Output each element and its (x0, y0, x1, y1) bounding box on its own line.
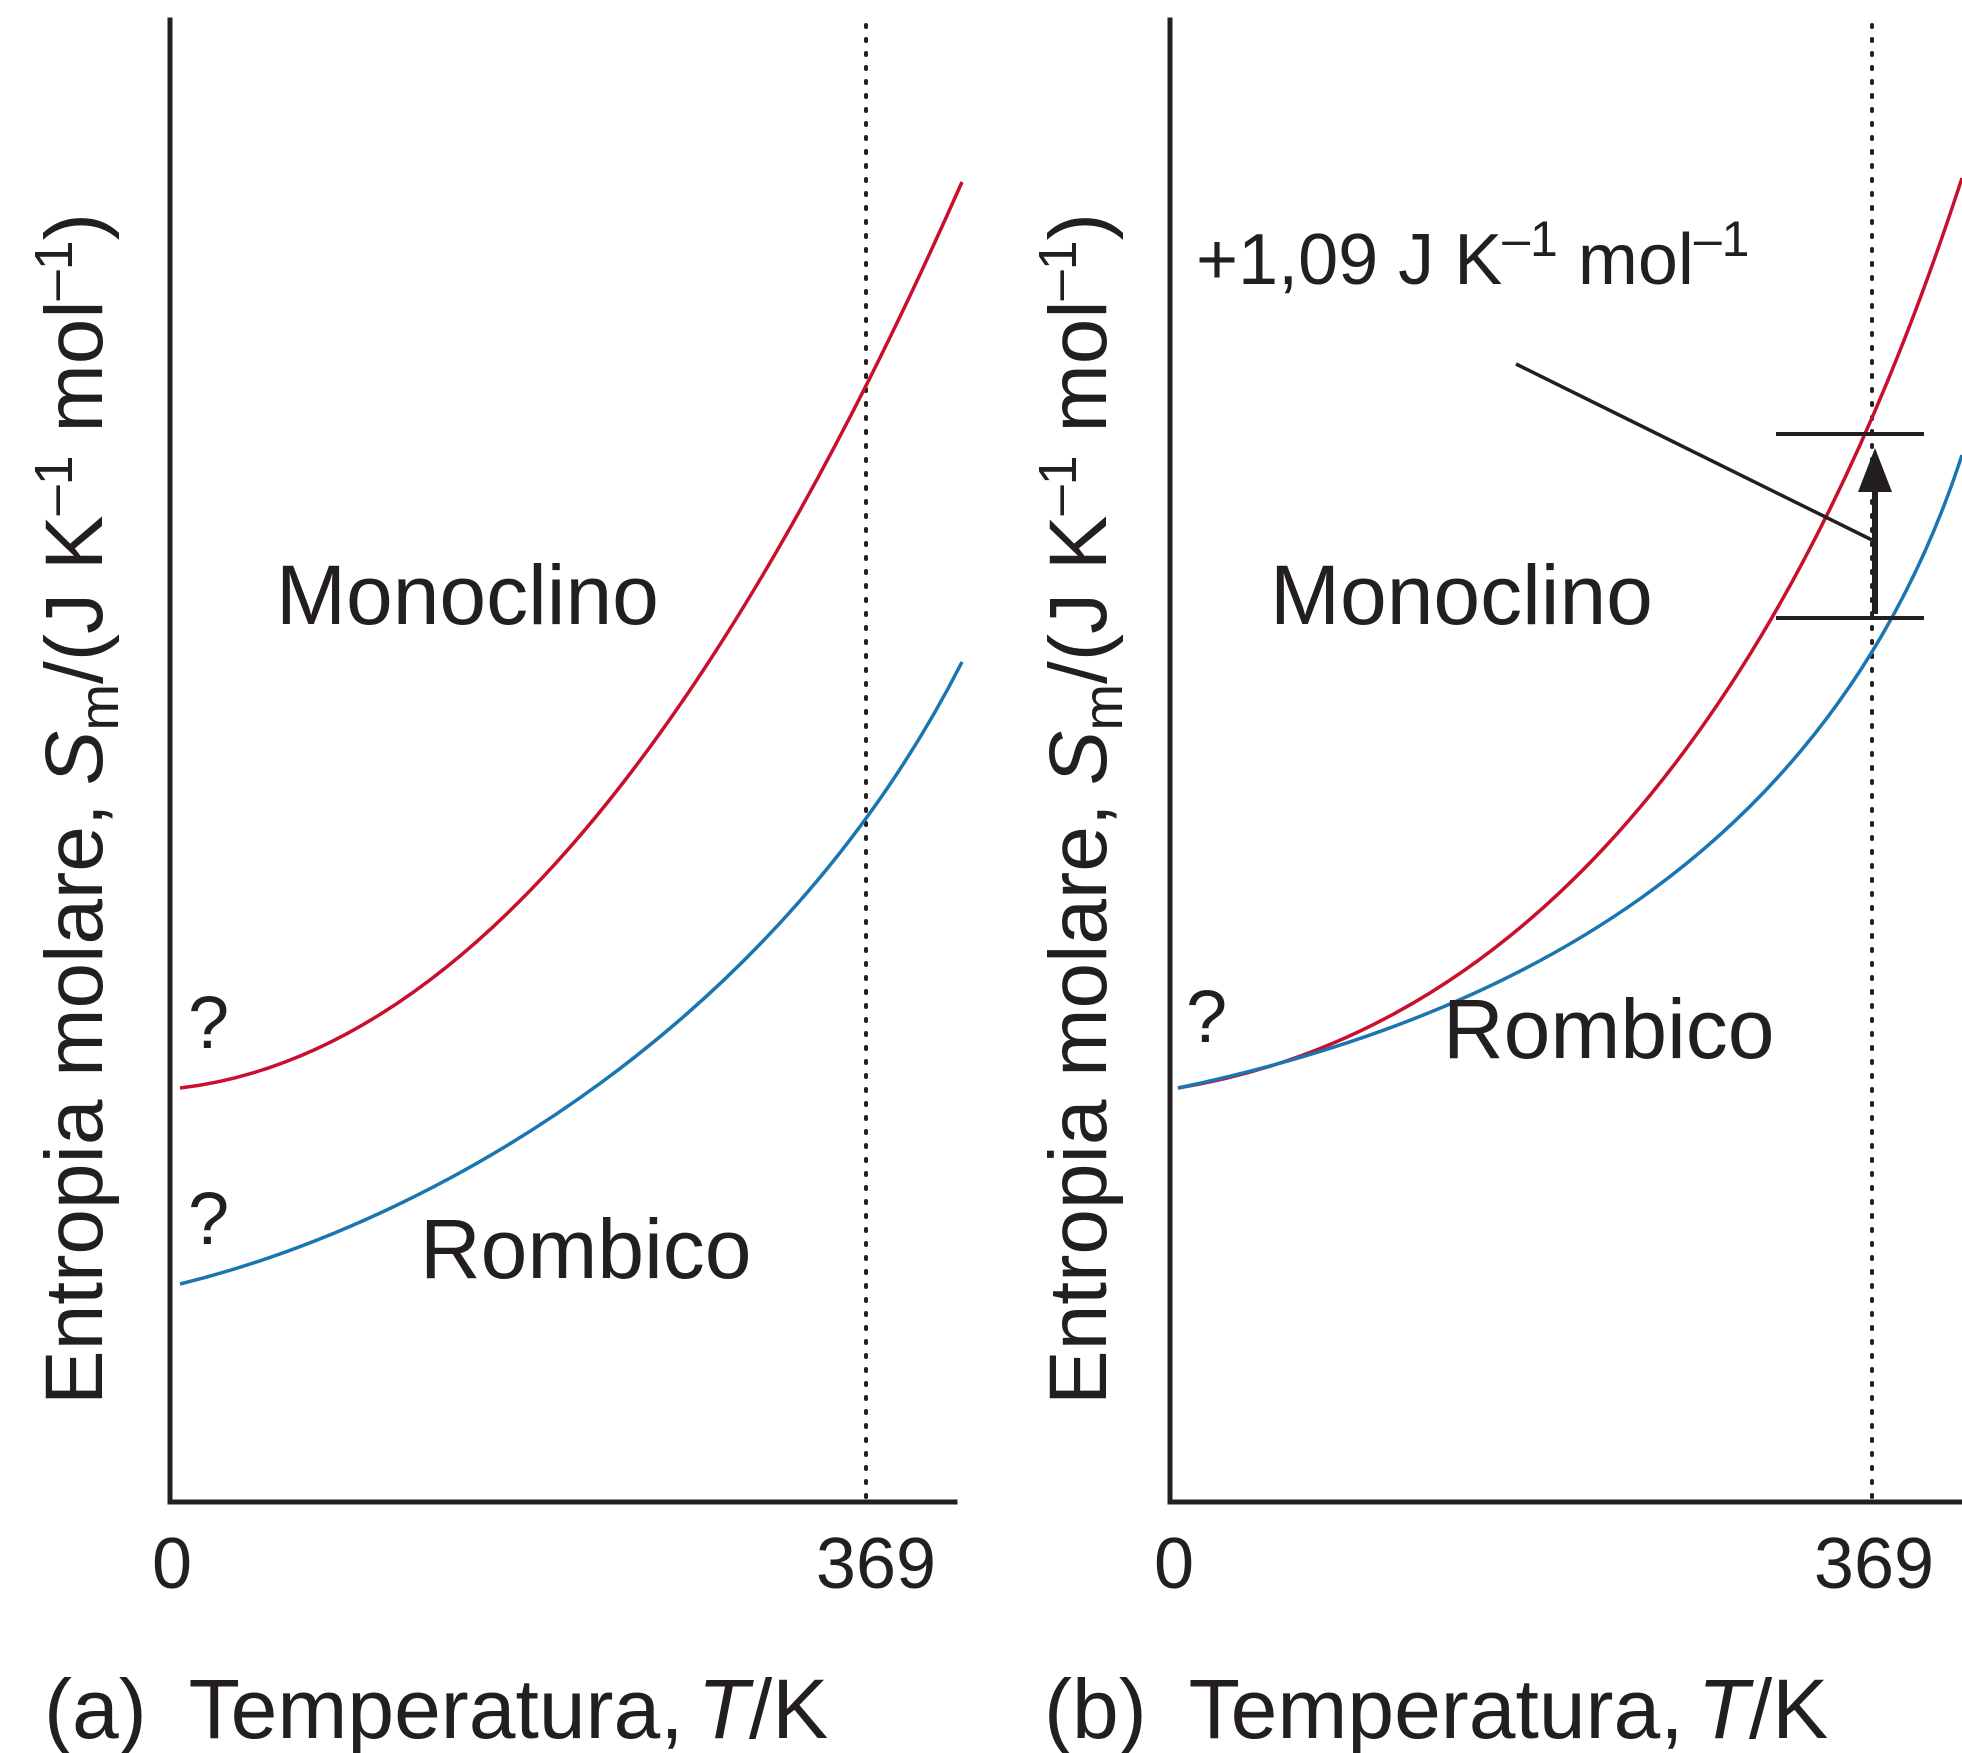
panel-b-xlabel-symbol: T (1698, 1662, 1755, 1753)
panel-a-panel-label: (a) (44, 1662, 147, 1753)
panel-a: Monoclino Rombico ? ? 0 369 (a) Temperatu… (24, 17, 964, 1753)
panel-b-difference-arrowhead (1858, 448, 1892, 492)
panel-a-ylabel-exp: –1 (24, 455, 84, 515)
panel-b-xlabel-text: Temperatura, (1189, 1662, 1684, 1753)
panel-a-monoclinic-start-label: ? (188, 981, 229, 1064)
panel-b-annotation-leader (1515, 362, 1873, 542)
panel-b-ylabel-unit2: mol (1033, 300, 1124, 455)
panel-a-ylabel-close: ) (29, 213, 120, 240)
panel-b-x-axis-label: (b) Temperatura, T/K (1044, 1662, 1828, 1753)
panel-b-axes (1167, 17, 1962, 1505)
panel-b-annotation: +1,09 J K–1 mol–1 (1196, 211, 1750, 300)
panel-b-ylabel-close: ) (1033, 213, 1124, 240)
panel-b-ylabel-text: Entropia molare, (1033, 803, 1124, 1405)
panel-b-x-tick-0: 0 (1154, 1524, 1194, 1604)
panel-a-ylabel-unit: /(J K (29, 515, 120, 684)
panel-b-ylabel-exp: –1 (1028, 455, 1088, 515)
panel-b-x-tick-369: 369 (1814, 1524, 1934, 1604)
panel-a-x-tick-0: 0 (152, 1524, 192, 1604)
panel-b-rhombic-label: Rombico (1443, 982, 1774, 1076)
panel-a-ylabel-exp2: –1 (24, 240, 84, 300)
panel-b-monoclinic-curve (1177, 177, 1962, 1090)
panel-b-annotation-exp2: –1 (1694, 211, 1750, 267)
panel-a-axes (167, 17, 958, 1505)
panel-a-xlabel-text: Temperatura, (189, 1662, 684, 1753)
panel-b: Monoclino Rombico ? +1,09 J K–1 mol–1 0 … (1028, 17, 1962, 1753)
panel-b-monoclinic-label: Monoclino (1270, 548, 1653, 642)
panel-b-ylabel-symbol: S (1033, 731, 1124, 786)
panel-b-ylabel-exp2: –1 (1028, 240, 1088, 300)
panel-a-monoclinic-curve (179, 181, 964, 1090)
panel-b-ylabel-unit: /(J K (1033, 515, 1124, 684)
panel-a-rhombic-start-label: ? (188, 1177, 229, 1260)
panel-a-x-tick-369: 369 (816, 1524, 936, 1604)
panel-b-annotation-text2: mol (1558, 220, 1694, 300)
panel-b-panel-label: (b) (1044, 1662, 1147, 1753)
panel-a-ylabel-symbol: S (29, 731, 120, 786)
panel-a-rhombic-curve (179, 661, 964, 1286)
panel-b-xlabel-unit: /K (1749, 1662, 1828, 1753)
panel-b-annotation-text: +1,09 J K (1196, 220, 1502, 300)
panel-a-monoclinic-label: Monoclino (276, 548, 659, 642)
panel-a-xlabel-symbol: T (698, 1662, 755, 1753)
panel-a-xlabel-unit: /K (749, 1662, 828, 1753)
panel-b-annotation-exp: –1 (1502, 211, 1558, 267)
panel-a-x-axis-label: (a) Temperatura, T/K (44, 1662, 828, 1753)
panel-b-start-label: ? (1186, 975, 1227, 1058)
panel-b-y-axis-label: Entropia molare,Sm/(J K–1 mol–1) (1028, 213, 1134, 1405)
panel-a-y-axis-label: Entropia molare,Sm/(J K–1 mol–1) (24, 213, 130, 1405)
panel-a-ylabel-subscript: m (67, 684, 130, 731)
panel-a-rhombic-label: Rombico (420, 1202, 751, 1296)
panel-b-ylabel-subscript: m (1071, 684, 1134, 731)
panel-a-ylabel-unit2: mol (29, 300, 120, 455)
panel-a-ylabel-text: Entropia molare, (29, 803, 120, 1405)
